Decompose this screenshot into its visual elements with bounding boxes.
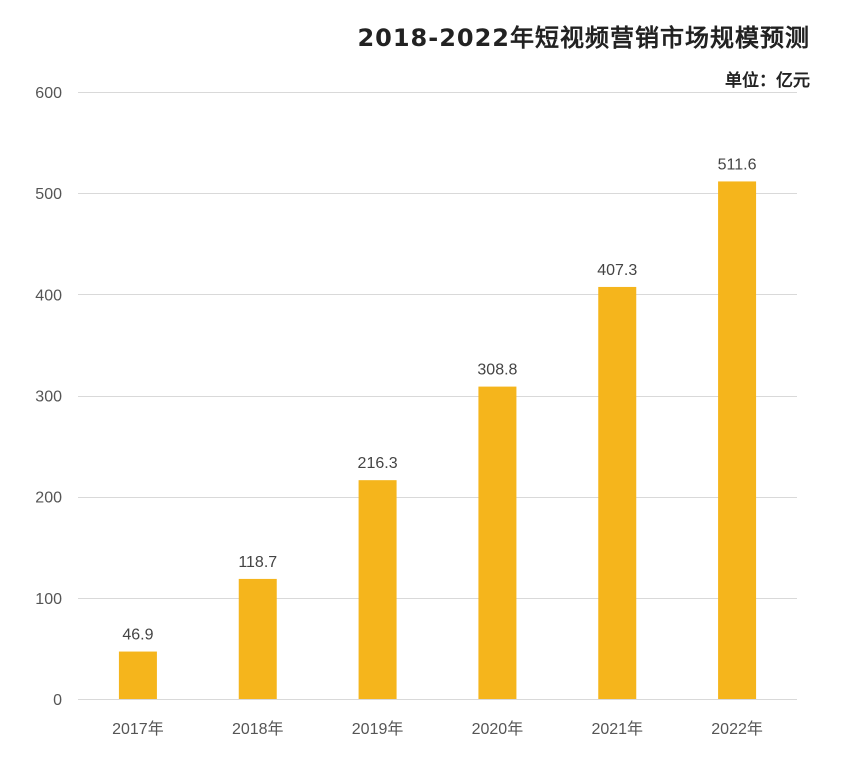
y-tick-label: 100 bbox=[35, 591, 62, 608]
bars bbox=[118, 181, 757, 699]
data-label: 407.3 bbox=[597, 262, 637, 279]
y-tick-label: 600 bbox=[35, 85, 62, 102]
data-label: 511.6 bbox=[718, 156, 757, 173]
data-labels: 46.9 118.7 216.3 308.8 407.3 511.6 bbox=[122, 156, 756, 643]
bar bbox=[598, 286, 637, 699]
x-tick-label: 2019年 bbox=[352, 720, 404, 738]
data-label: 118.7 bbox=[238, 554, 277, 571]
bar bbox=[238, 578, 277, 699]
bar bbox=[718, 181, 757, 699]
y-tick-label: 0 bbox=[53, 692, 62, 709]
x-tick-label: 2021年 bbox=[591, 720, 643, 738]
data-label: 46.9 bbox=[122, 627, 153, 644]
x-tick-label: 2020年 bbox=[472, 720, 524, 738]
x-tick-label: 2017年 bbox=[112, 720, 164, 738]
bar bbox=[358, 480, 397, 699]
y-tick-label: 500 bbox=[35, 186, 62, 203]
y-tick-label: 300 bbox=[35, 389, 62, 406]
bar bbox=[478, 386, 517, 699]
x-axis-ticks: 2017年 2018年 2019年 2020年 2021年 2022年 bbox=[112, 720, 763, 738]
x-tick-label: 2018年 bbox=[232, 720, 284, 738]
x-tick-label: 2022年 bbox=[711, 720, 763, 738]
data-label: 216.3 bbox=[358, 455, 398, 472]
unit-label: 单位：亿元 bbox=[725, 71, 810, 91]
chart-title: 2018-2022年短视频营销市场规模预测 bbox=[357, 24, 810, 52]
grid-lines bbox=[78, 92, 797, 700]
y-tick-label: 400 bbox=[35, 287, 62, 304]
bar bbox=[118, 651, 157, 699]
data-label: 308.8 bbox=[477, 362, 517, 379]
y-tick-label: 200 bbox=[35, 490, 62, 507]
y-axis-ticks: 0 100 200 300 400 500 600 bbox=[35, 85, 62, 709]
